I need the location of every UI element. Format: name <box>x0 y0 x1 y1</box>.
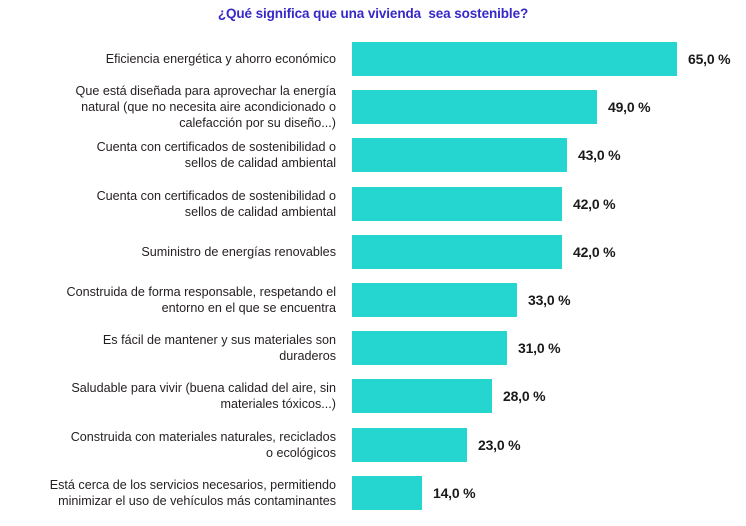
bar-row: Eficiencia energética y ahorro económico… <box>0 38 746 80</box>
bar-category-label: Es fácil de mantener y sus materiales so… <box>102 333 336 364</box>
bar[interactable] <box>352 427 467 462</box>
bar-track: 23,0 % <box>352 424 746 466</box>
bar-value-label: 43,0 % <box>578 147 621 164</box>
bar-row: Saludable para vivir (buena calidad del … <box>0 375 746 417</box>
bar-row: Construida con materiales naturales, rec… <box>0 424 746 466</box>
bar-category-label: Que está diseñada para aprovechar la ene… <box>75 84 336 131</box>
bar-row: Construida de forma responsable, respeta… <box>0 279 746 321</box>
bar[interactable] <box>352 234 562 269</box>
bar-row: Es fácil de mantener y sus materiales so… <box>0 327 746 369</box>
bar-category-label: Está cerca de los servicios necesarios, … <box>49 477 336 508</box>
bar-category-label: Construida con materiales naturales, rec… <box>70 429 336 460</box>
bar-value-label: 49,0 % <box>608 99 651 116</box>
bar-category-label: Cuenta con certificados de sostenibilida… <box>96 140 336 171</box>
bar-row: Que está diseñada para aprovechar la ene… <box>0 84 746 131</box>
bar-track: 49,0 % <box>352 86 746 128</box>
bar-value-label: 42,0 % <box>573 243 616 260</box>
bar-track: 28,0 % <box>352 375 746 417</box>
bar[interactable] <box>352 283 517 317</box>
bar-value-label: 23,0 % <box>478 436 521 453</box>
bar-value-label: 42,0 % <box>573 195 616 212</box>
bar-row: Cuenta con certificados de sostenibilida… <box>0 183 746 225</box>
bar-track: 65,0 % <box>352 38 746 80</box>
bar-row: Suministro de energías renovables 42,0 % <box>0 231 746 273</box>
bar-value-label: 33,0 % <box>528 292 571 308</box>
bar-track: 33,0 % <box>352 279 746 321</box>
bar-value-label: 28,0 % <box>503 388 546 405</box>
bar[interactable] <box>352 475 422 510</box>
bar[interactable] <box>352 90 597 125</box>
bar-row: Está cerca de los servicios necesarios, … <box>0 472 746 514</box>
chart-plot-area: Eficiencia energética y ahorro económico… <box>0 38 746 526</box>
bar-track: 14,0 % <box>352 472 746 514</box>
bar-category-label: Suministro de energías renovables <box>141 244 336 259</box>
bar-category-label: Eficiencia energética y ahorro económico <box>105 52 336 66</box>
bar[interactable] <box>352 186 562 221</box>
bar[interactable] <box>352 42 677 76</box>
chart-title: ¿Qué significa que una vivienda sea sost… <box>217 6 529 21</box>
bar[interactable] <box>352 138 567 173</box>
bar-category-label: Construida de forma responsable, respeta… <box>66 285 336 315</box>
bar-track: 43,0 % <box>352 134 746 176</box>
bar-category-label: Saludable para vivir (buena calidad del … <box>71 381 336 412</box>
bar-category-label: Cuenta con certificados de sostenibilida… <box>96 188 336 219</box>
bar-track: 42,0 % <box>352 183 746 225</box>
bar[interactable] <box>352 379 492 414</box>
bar-value-label: 65,0 % <box>688 51 731 67</box>
bar-track: 42,0 % <box>352 231 746 273</box>
bar[interactable] <box>352 331 507 366</box>
bar-track: 31,0 % <box>352 327 746 369</box>
bar-value-label: 31,0 % <box>518 340 561 357</box>
bar-value-label: 14,0 % <box>433 484 476 501</box>
bar-row: Cuenta con certificados de sostenibilida… <box>0 134 746 176</box>
